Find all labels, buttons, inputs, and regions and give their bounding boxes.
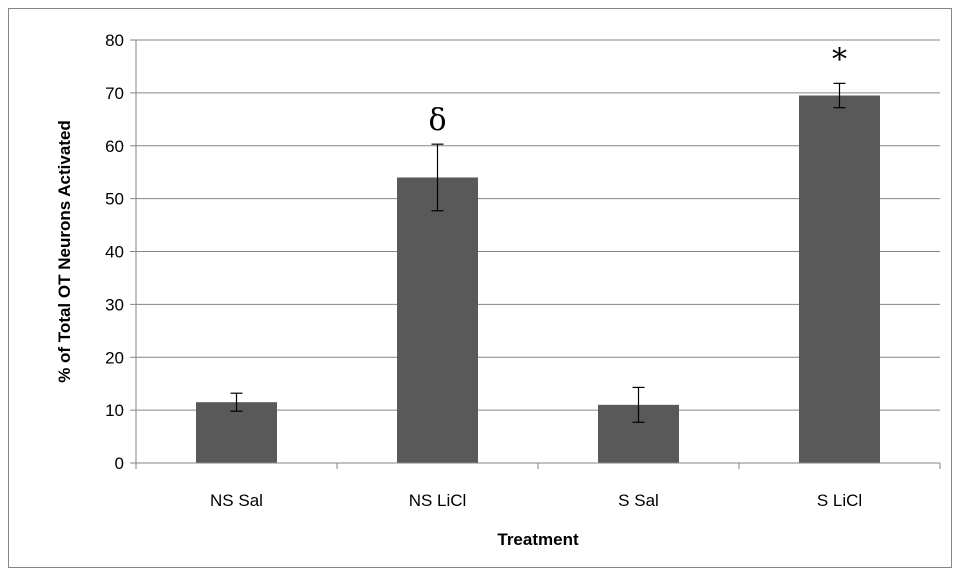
error-bars	[230, 82, 846, 423]
axes	[130, 39, 941, 469]
x-tick-label: NS LiCl	[409, 491, 467, 510]
error-bar	[431, 143, 444, 212]
bars	[196, 95, 880, 464]
y-tick-label: 20	[105, 348, 124, 367]
y-tick-label: 30	[105, 295, 124, 314]
bar	[196, 402, 277, 463]
y-tick-label: 60	[105, 137, 124, 156]
y-tick-label: 0	[115, 454, 124, 473]
significance-marker: δ	[428, 103, 446, 138]
error-bar	[632, 386, 645, 423]
y-tick-label: 50	[105, 190, 124, 209]
annotations: δ*	[428, 42, 847, 138]
x-tick-label: NS Sal	[210, 491, 263, 510]
x-tick-labels: NS Sal NS LiCl S Sal S LiCl	[210, 491, 862, 510]
y-axis-title: % of Total OT Neurons Activated	[55, 120, 74, 383]
y-tick-label: 80	[105, 31, 124, 50]
x-tick-label: S LiCl	[817, 491, 862, 510]
x-tick-label: S Sal	[618, 491, 659, 510]
chart-frame	[8, 8, 952, 568]
significance-marker: *	[832, 42, 847, 77]
y-tick-labels: 0 10 20 30 40 50 60 70 80	[105, 31, 124, 473]
error-bar	[833, 82, 846, 109]
error-bar	[230, 392, 243, 412]
bar	[799, 95, 880, 464]
x-axis-title: Treatment	[497, 530, 579, 549]
y-tick-label: 40	[105, 243, 124, 262]
y-tick-label: 10	[105, 401, 124, 420]
y-tick-label: 70	[105, 84, 124, 103]
bar	[397, 177, 478, 463]
